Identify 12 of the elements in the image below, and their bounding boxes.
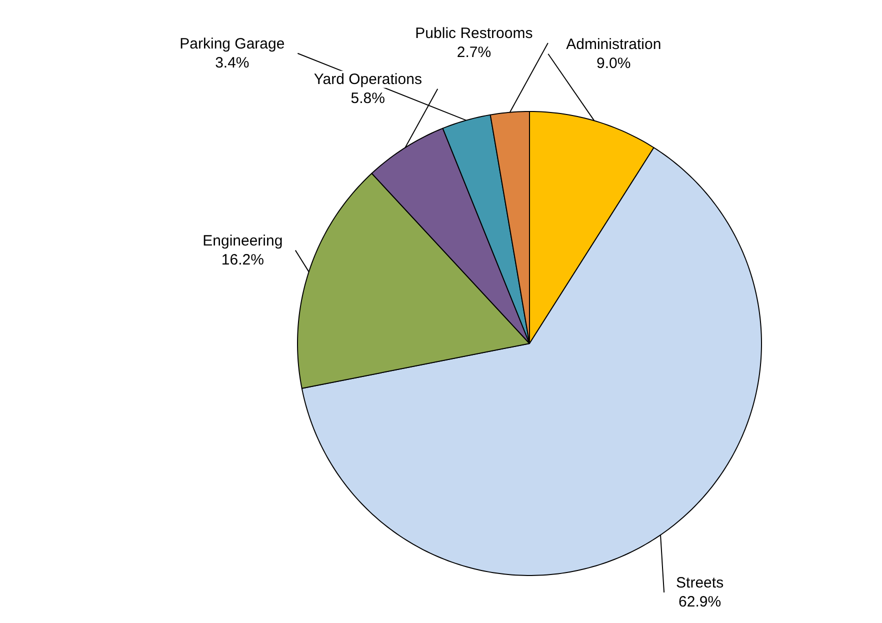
slice-label: Administration [566,36,662,53]
slice-label: Engineering [202,232,283,250]
data-label: 3.4% [215,54,250,72]
slice-label: Streets [676,574,724,592]
data-label: 5.8% [350,90,386,107]
slice-label: Yard Operations [314,70,422,88]
data-label: 2.7% [456,44,492,61]
data-label: 16.2% [221,251,264,268]
slice-label: Public Restrooms [415,24,533,42]
data-label: 62.9% [678,593,722,610]
data-label: 9.0% [596,54,631,72]
slice-label: Parking Garage [180,35,285,52]
